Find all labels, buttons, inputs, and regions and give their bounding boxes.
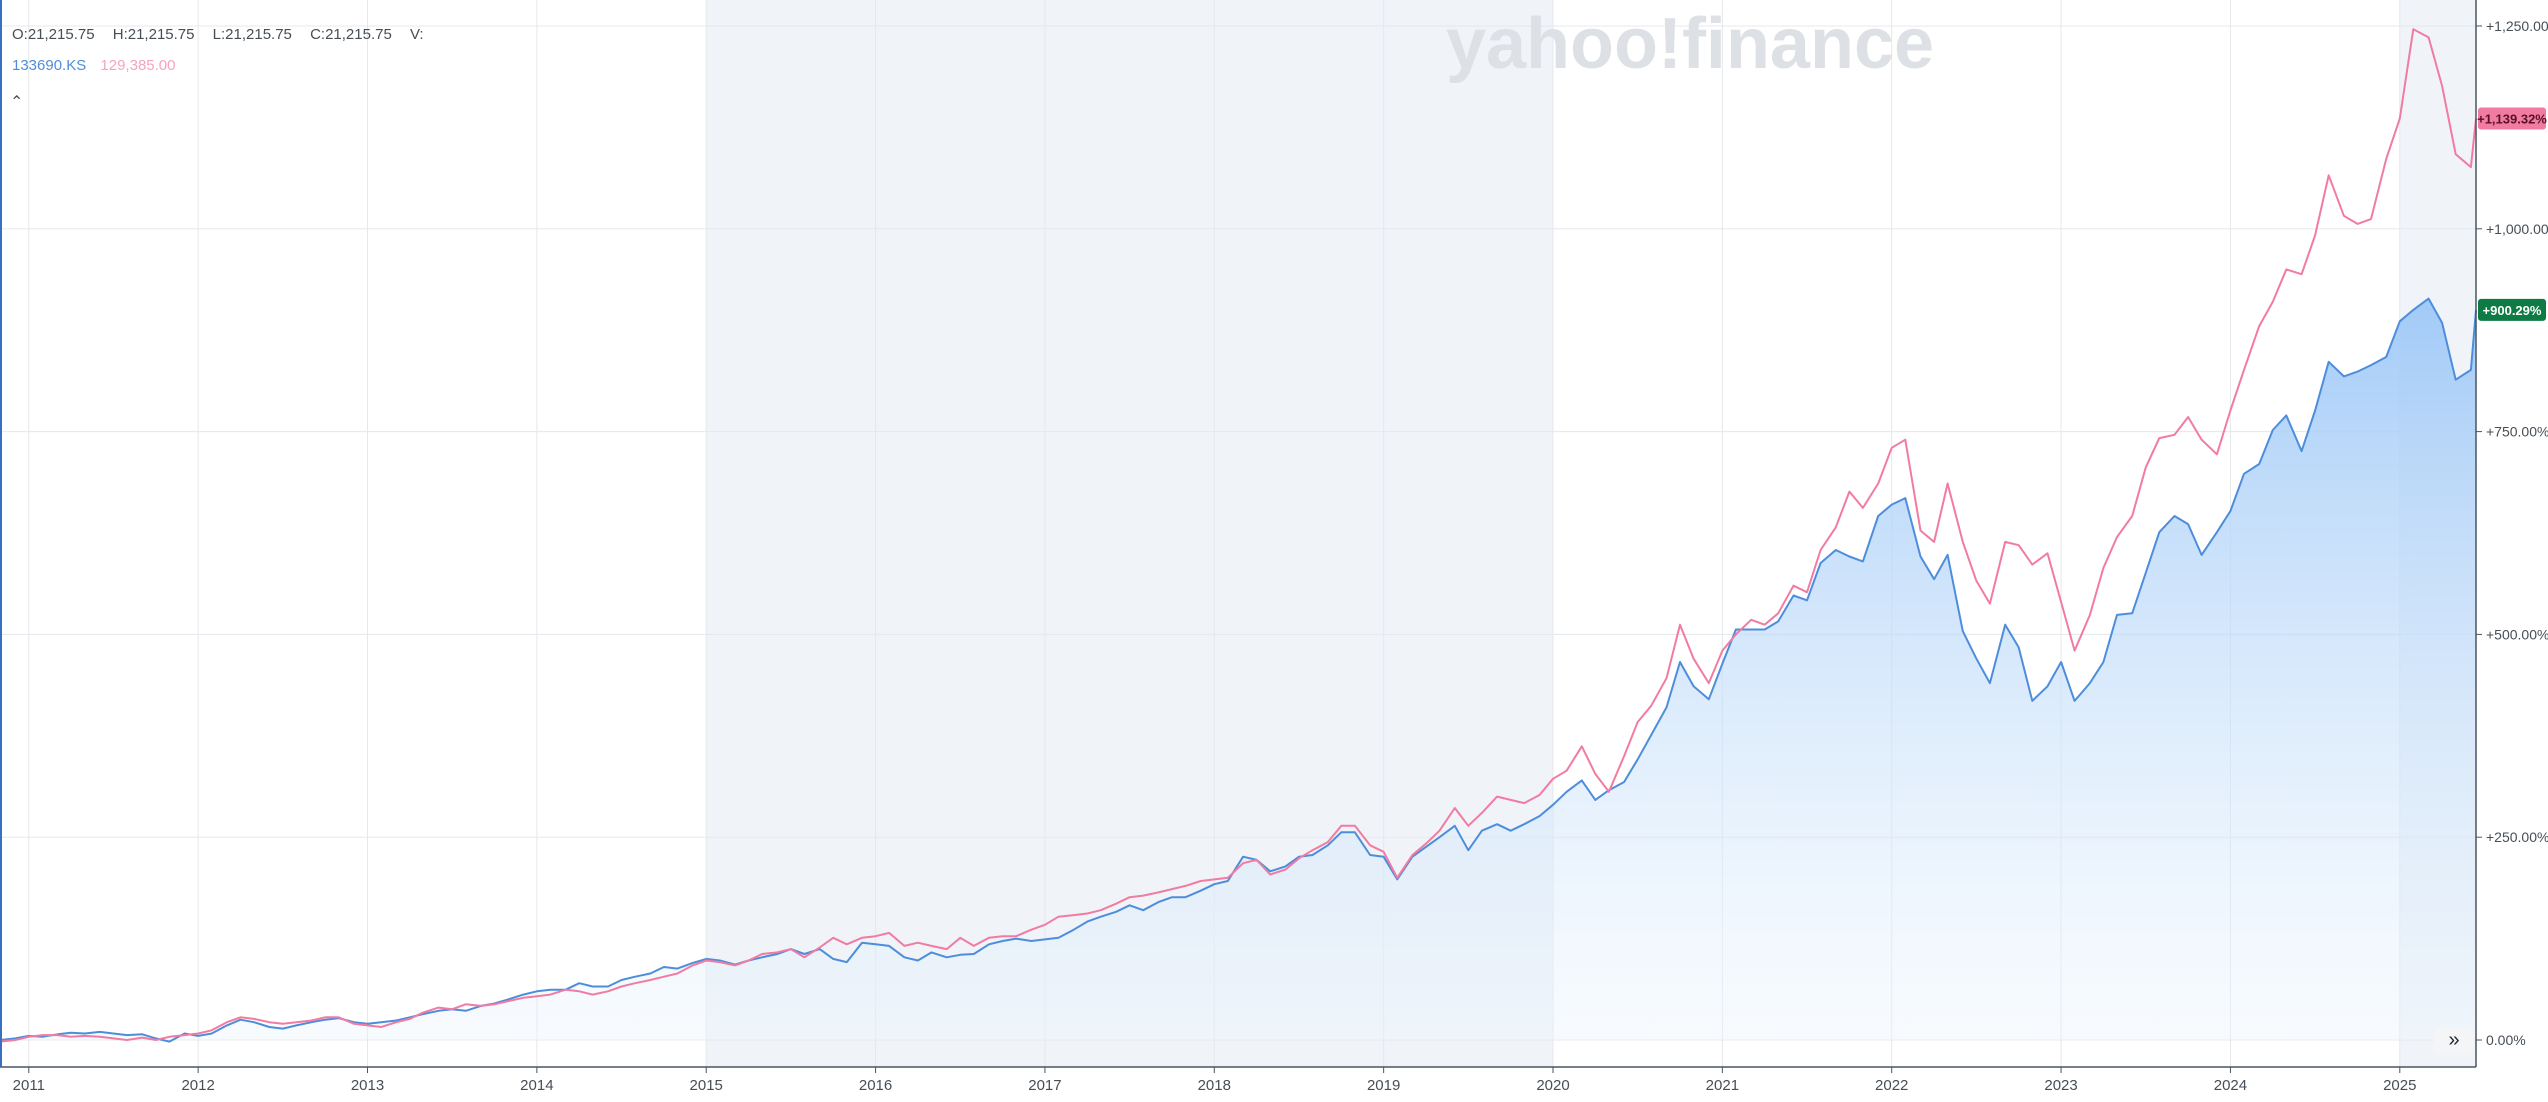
- chevron-up-icon[interactable]: ⌃: [10, 94, 24, 111]
- x-tick-label-2020: 2020: [1536, 1077, 1569, 1094]
- x-tick-label-2016: 2016: [859, 1077, 892, 1094]
- open-value: O:21,215.75: [12, 26, 95, 43]
- ohlc-readout: O:21,215.75 H:21,215.75 L:21,215.75 C:21…: [12, 26, 438, 43]
- y-tick-label-1250: +1,250.00%: [2486, 18, 2548, 34]
- x-tick-label-2023: 2023: [2044, 1077, 2077, 1094]
- close-value: C:21,215.75: [310, 26, 392, 43]
- x-tick-label-2018: 2018: [1198, 1077, 1231, 1094]
- last-value-badge-0: [2478, 298, 2546, 321]
- series-area-0: [0, 298, 2476, 1042]
- last-value-label-1: +1,139.32%: [2477, 111, 2547, 126]
- x-tick-label-2024: 2024: [2214, 1077, 2247, 1094]
- x-tick-label-2017: 2017: [1028, 1077, 1061, 1094]
- yahoo-finance-watermark: yahoo!finance: [1446, 4, 1934, 84]
- legend-item-primary[interactable]: 133690.KS: [12, 57, 87, 74]
- x-tick-label-2014: 2014: [520, 1077, 553, 1094]
- series-line-1: [0, 28, 2477, 1043]
- low-value: L:21,215.75: [212, 26, 292, 43]
- high-value: H:21,215.75: [112, 26, 195, 43]
- x-tick-label-2025: 2025: [2383, 1077, 2416, 1094]
- double-chevron-right-icon[interactable]: »: [2434, 1027, 2474, 1055]
- last-value-label-0: +900.29%: [2483, 303, 2542, 318]
- y-tick-label-500: +500.00%: [2486, 626, 2548, 642]
- y-tick-label-1000: +1,000.00%: [2486, 221, 2548, 237]
- y-tick-label-250: +250.00%: [2486, 829, 2548, 845]
- legend-item-comparison[interactable]: 129,385.00: [100, 57, 176, 74]
- x-tick-label-2019: 2019: [1367, 1077, 1400, 1094]
- x-tick-label-2013: 2013: [351, 1077, 384, 1094]
- x-tick-label-2022: 2022: [1875, 1077, 1908, 1094]
- last-value-badge-1: [2478, 107, 2546, 130]
- x-tick-label-2021: 2021: [1706, 1077, 1739, 1094]
- x-tick-label-2012: 2012: [181, 1077, 214, 1094]
- volume-value: V:: [409, 26, 424, 43]
- x-tick-label-2015: 2015: [690, 1077, 723, 1094]
- y-tick-label-0: 0.00%: [2486, 1032, 2526, 1048]
- y-tick-label-750: +750.00%: [2486, 424, 2548, 440]
- x-tick-label-2011: 2011: [13, 1077, 45, 1094]
- chart-legend: 133690.KS 129,385.00: [12, 57, 185, 74]
